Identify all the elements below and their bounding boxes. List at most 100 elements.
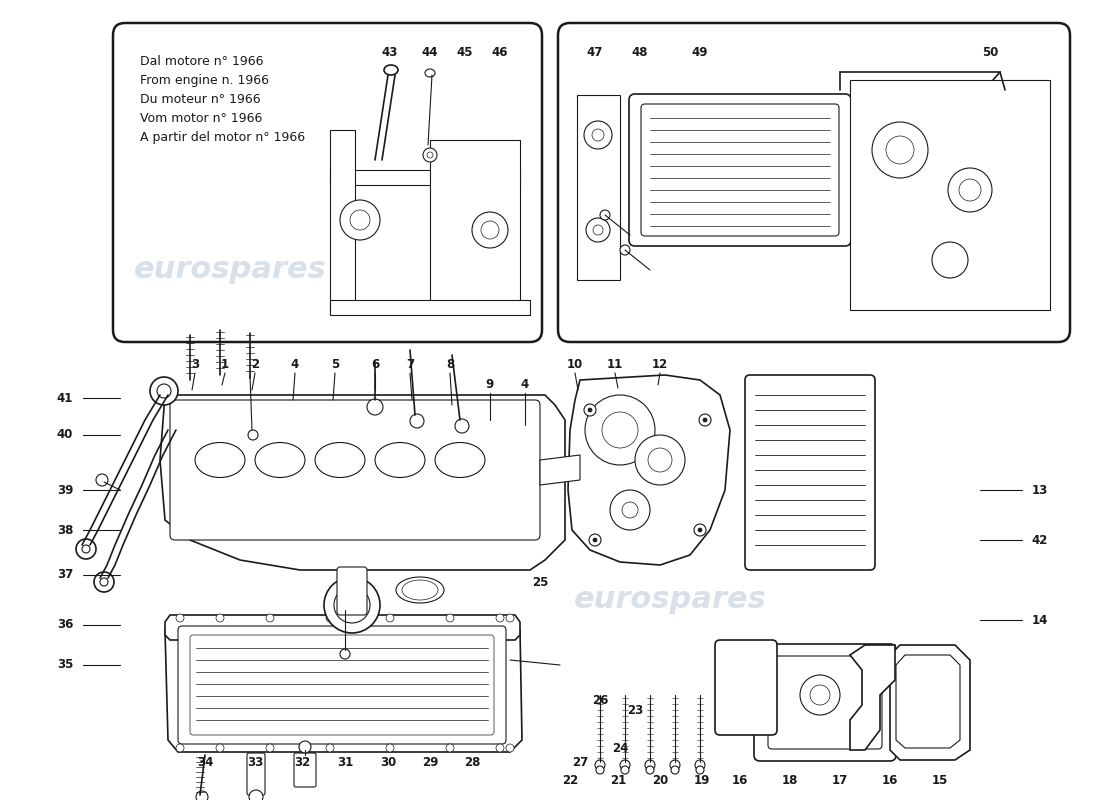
Circle shape bbox=[350, 210, 370, 230]
Circle shape bbox=[96, 474, 108, 486]
Circle shape bbox=[646, 766, 654, 774]
Polygon shape bbox=[330, 170, 520, 185]
FancyBboxPatch shape bbox=[629, 94, 851, 246]
Text: 14: 14 bbox=[1032, 614, 1048, 626]
Ellipse shape bbox=[195, 442, 245, 478]
Polygon shape bbox=[578, 95, 620, 280]
Text: 2: 2 bbox=[251, 358, 260, 371]
Circle shape bbox=[800, 675, 840, 715]
FancyBboxPatch shape bbox=[337, 567, 367, 615]
Text: 46: 46 bbox=[492, 46, 508, 58]
Circle shape bbox=[344, 597, 360, 613]
Text: 30: 30 bbox=[379, 755, 396, 769]
Circle shape bbox=[340, 649, 350, 659]
Circle shape bbox=[610, 490, 650, 530]
Text: 26: 26 bbox=[592, 694, 608, 706]
Circle shape bbox=[446, 744, 454, 752]
Ellipse shape bbox=[396, 577, 444, 603]
Text: 10: 10 bbox=[566, 358, 583, 371]
Text: 33: 33 bbox=[246, 755, 263, 769]
Text: Dal motore n° 1966
From engine n. 1966
Du moteur n° 1966
Vom motor n° 1966
A par: Dal motore n° 1966 From engine n. 1966 D… bbox=[140, 55, 305, 144]
Text: 35: 35 bbox=[57, 658, 74, 671]
Text: 31: 31 bbox=[337, 755, 353, 769]
Circle shape bbox=[592, 129, 604, 141]
Text: 41: 41 bbox=[57, 391, 74, 405]
Text: 42: 42 bbox=[1032, 534, 1048, 546]
Circle shape bbox=[595, 760, 605, 770]
Circle shape bbox=[584, 404, 596, 416]
Text: 5: 5 bbox=[331, 358, 339, 371]
Circle shape bbox=[326, 614, 334, 622]
Circle shape bbox=[386, 614, 394, 622]
Text: 6: 6 bbox=[371, 358, 380, 371]
Circle shape bbox=[266, 614, 274, 622]
Polygon shape bbox=[160, 395, 565, 570]
Circle shape bbox=[340, 200, 379, 240]
Circle shape bbox=[602, 412, 638, 448]
Text: 50: 50 bbox=[982, 46, 998, 58]
Ellipse shape bbox=[315, 442, 365, 478]
Circle shape bbox=[299, 741, 311, 753]
Circle shape bbox=[648, 448, 672, 472]
Circle shape bbox=[645, 760, 654, 770]
Circle shape bbox=[600, 210, 610, 220]
Circle shape bbox=[249, 790, 263, 800]
Circle shape bbox=[367, 399, 383, 415]
Circle shape bbox=[585, 395, 654, 465]
FancyBboxPatch shape bbox=[558, 23, 1070, 342]
Circle shape bbox=[695, 760, 705, 770]
FancyBboxPatch shape bbox=[641, 104, 839, 236]
Polygon shape bbox=[165, 615, 520, 640]
Text: 7: 7 bbox=[406, 358, 414, 371]
Ellipse shape bbox=[255, 442, 305, 478]
Text: 19: 19 bbox=[694, 774, 711, 786]
Polygon shape bbox=[165, 620, 522, 752]
Circle shape bbox=[593, 538, 597, 542]
Polygon shape bbox=[890, 645, 970, 760]
FancyBboxPatch shape bbox=[178, 626, 506, 744]
Circle shape bbox=[216, 614, 224, 622]
Ellipse shape bbox=[384, 65, 398, 75]
Circle shape bbox=[216, 744, 224, 752]
Circle shape bbox=[76, 539, 96, 559]
Text: 43: 43 bbox=[382, 46, 398, 58]
FancyBboxPatch shape bbox=[113, 23, 542, 342]
Circle shape bbox=[696, 766, 704, 774]
FancyBboxPatch shape bbox=[294, 753, 316, 787]
FancyBboxPatch shape bbox=[190, 635, 494, 735]
Circle shape bbox=[703, 418, 707, 422]
Text: 40: 40 bbox=[57, 429, 74, 442]
Text: 22: 22 bbox=[562, 774, 579, 786]
Polygon shape bbox=[568, 375, 730, 565]
Circle shape bbox=[94, 572, 114, 592]
Polygon shape bbox=[896, 655, 960, 748]
Circle shape bbox=[196, 791, 208, 800]
Text: 37: 37 bbox=[57, 569, 73, 582]
Polygon shape bbox=[850, 80, 1050, 310]
Text: 11: 11 bbox=[607, 358, 623, 371]
Circle shape bbox=[427, 152, 433, 158]
Circle shape bbox=[157, 384, 170, 398]
Circle shape bbox=[670, 760, 680, 770]
Circle shape bbox=[886, 136, 914, 164]
Circle shape bbox=[326, 744, 334, 752]
Circle shape bbox=[100, 578, 108, 586]
Text: 21: 21 bbox=[609, 774, 626, 786]
Circle shape bbox=[424, 148, 437, 162]
Circle shape bbox=[248, 430, 258, 440]
Text: 16: 16 bbox=[732, 774, 748, 786]
Text: 49: 49 bbox=[692, 46, 708, 58]
Circle shape bbox=[506, 614, 514, 622]
FancyBboxPatch shape bbox=[248, 753, 265, 795]
Circle shape bbox=[593, 225, 603, 235]
Circle shape bbox=[481, 221, 499, 239]
Circle shape bbox=[82, 545, 90, 553]
Circle shape bbox=[506, 744, 514, 752]
Polygon shape bbox=[330, 130, 355, 310]
FancyBboxPatch shape bbox=[768, 656, 882, 749]
Circle shape bbox=[671, 766, 679, 774]
Circle shape bbox=[176, 614, 184, 622]
Text: 4: 4 bbox=[290, 358, 299, 371]
Circle shape bbox=[948, 168, 992, 212]
Text: 15: 15 bbox=[932, 774, 948, 786]
